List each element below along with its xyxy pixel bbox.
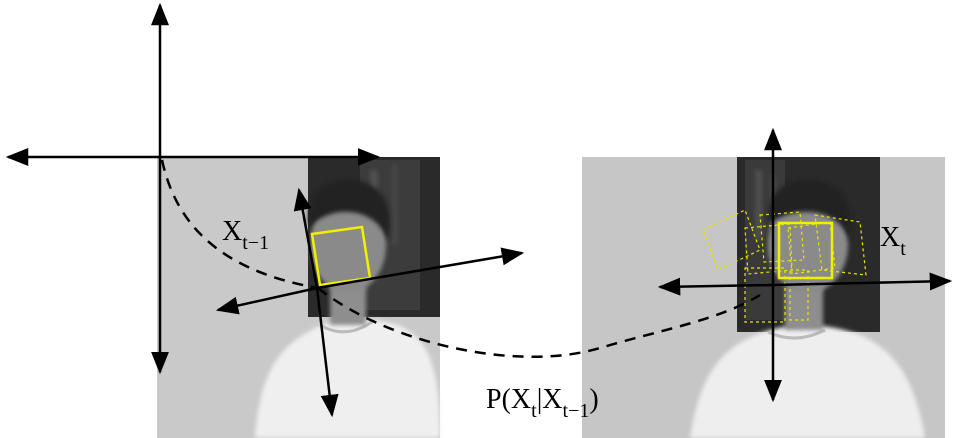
- trajectory-dashed: [160, 159, 761, 358]
- state-label-prev: Xt−1: [222, 216, 269, 254]
- state-label-current: Xt: [880, 222, 906, 260]
- photo-frame-current: [582, 157, 945, 438]
- state-axes-prev: [215, 187, 525, 418]
- world-axes: [5, 2, 381, 375]
- state-axes-current: [657, 127, 953, 403]
- photo-frame-prev: [157, 157, 440, 438]
- face-box-current: [777, 221, 834, 280]
- transition-label: P(Xt|Xt−1): [486, 384, 599, 422]
- candidate-boxes: [702, 209, 867, 323]
